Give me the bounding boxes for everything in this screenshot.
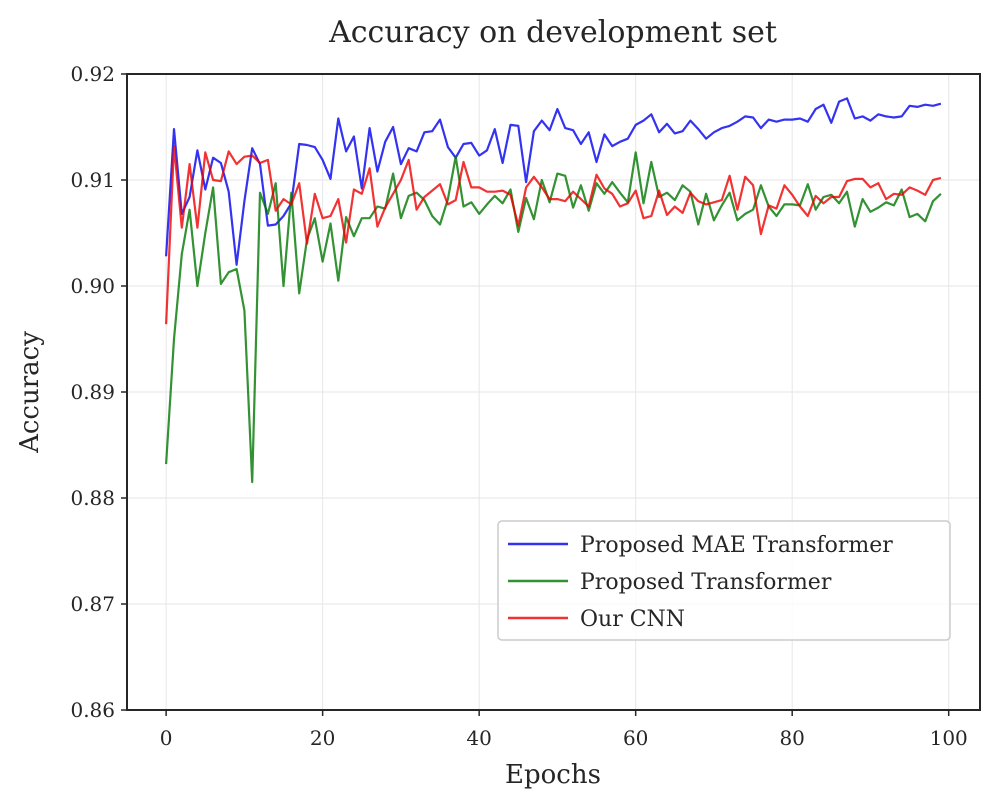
series-line-our-cnn (165, 145, 942, 325)
x-tick-label: 80 (779, 726, 804, 750)
legend-label: Our CNN (580, 607, 685, 632)
x-tick-label: 20 (310, 726, 335, 750)
axis-ticks: 0 20 40 60 80 100 0.86 0.87 0.88 0.89 0.90 0.91 0.92 (70, 62, 967, 750)
legend-label: Proposed Transformer (580, 570, 832, 595)
y-tick-label: 0.89 (70, 380, 115, 404)
y-tick-label: 0.87 (70, 592, 115, 616)
y-axis-label: Accuracy (15, 331, 45, 454)
legend: Proposed MAE Transformer Proposed Transfo… (497, 520, 951, 641)
y-tick-label: 0.90 (70, 274, 115, 298)
chart-title: Accuracy on development set (328, 15, 777, 50)
y-tick-label: 0.88 (70, 486, 115, 510)
y-tick-label: 0.92 (70, 62, 115, 86)
legend-box (497, 520, 951, 641)
series-lines (165, 97, 942, 484)
series-line-proposed-transformer (165, 151, 942, 484)
x-tick-label: 100 (930, 726, 968, 750)
x-tick-label: 60 (623, 726, 648, 750)
x-tick-label: 0 (160, 726, 173, 750)
y-tick-label: 0.86 (70, 698, 115, 722)
legend-label: Proposed MAE Transformer (580, 533, 893, 558)
x-tick-label: 40 (466, 726, 491, 750)
x-axis-label: Epochs (505, 760, 601, 790)
series-line-proposed-mae-transformer (165, 97, 942, 266)
y-tick-label: 0.91 (70, 168, 115, 192)
